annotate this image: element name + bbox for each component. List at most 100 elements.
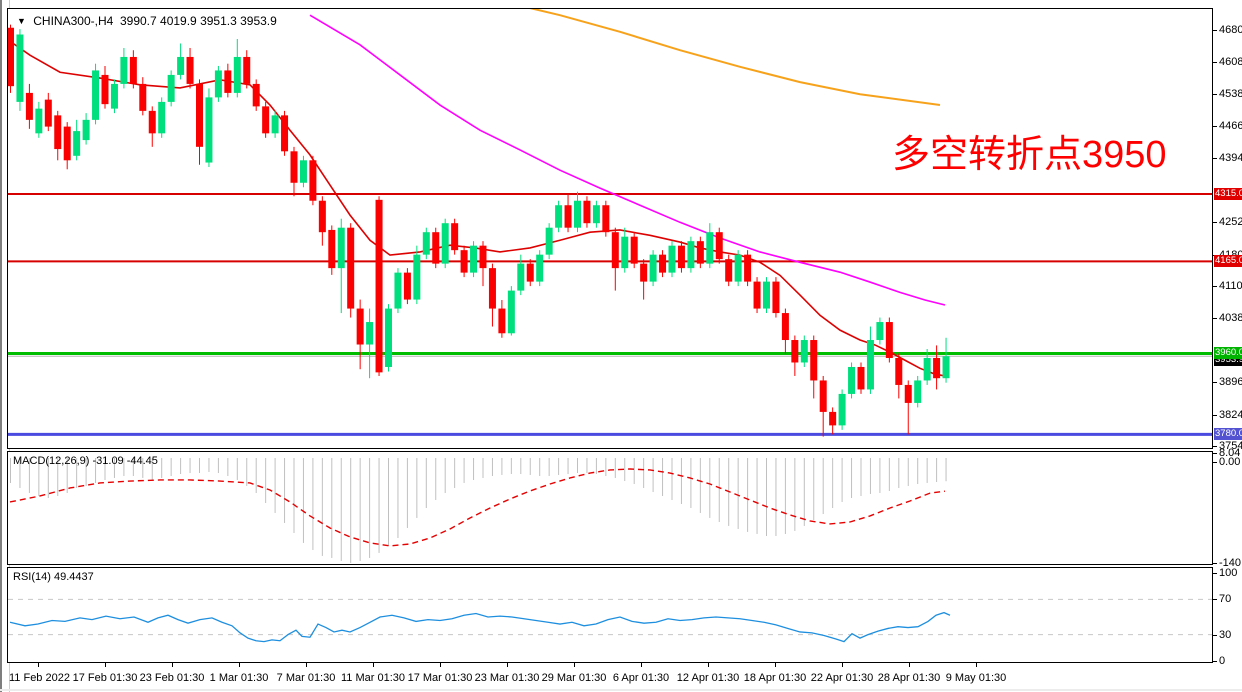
- candle-up: [35, 108, 43, 134]
- time-tick: [507, 663, 508, 667]
- price-tick-label: 4038.0: [1219, 312, 1242, 324]
- price-tick-label-tick: [1213, 318, 1217, 319]
- candle-down: [139, 83, 147, 111]
- main-chart-canvas[interactable]: [8, 9, 1212, 448]
- candle-up: [507, 290, 515, 334]
- time-tick: [976, 663, 977, 667]
- candle-up: [214, 70, 222, 98]
- candle-up: [205, 97, 213, 163]
- candle-up: [592, 205, 600, 224]
- time-label: 17 Mar 01:30: [407, 672, 473, 684]
- candle-up: [838, 393, 846, 426]
- rsi-canvas[interactable]: [8, 568, 1212, 662]
- rsi-level-label: 70: [1219, 593, 1232, 605]
- candle-up: [120, 56, 128, 84]
- candle-down: [564, 205, 572, 228]
- macd-zero-label: 0.00: [1219, 456, 1241, 468]
- price-tick-label: 4608.0: [1219, 56, 1242, 68]
- candle-up: [470, 245, 478, 273]
- candle-down: [224, 70, 232, 93]
- symbol-dropdown-icon[interactable]: ▼: [17, 16, 26, 26]
- candle-down: [101, 74, 109, 105]
- candle-up: [110, 83, 118, 109]
- candle-up: [441, 223, 449, 264]
- candle-down: [8, 27, 14, 87]
- candle-up: [763, 281, 770, 309]
- candle-down: [895, 357, 903, 385]
- symbol-header: ▼ CHINA300-,H4 3990.7 4019.9 3951.3 3953…: [17, 14, 277, 28]
- price-tick-label-tick: [1213, 382, 1217, 383]
- candle-up: [687, 241, 695, 269]
- candle-down: [432, 232, 440, 264]
- candle-up: [233, 56, 241, 93]
- candle-up: [385, 308, 392, 367]
- candle-down: [290, 151, 298, 183]
- candle-down: [375, 199, 383, 373]
- window-bottom-frame: [0, 689, 1242, 691]
- candle-up: [923, 357, 931, 381]
- time-label: 11 Feb 2022: [9, 672, 70, 684]
- candle-up: [866, 340, 874, 390]
- time-tick: [842, 663, 843, 667]
- candle-up: [299, 160, 307, 183]
- macd-max-label-tick: [1213, 453, 1217, 454]
- time-label: 22 Apr 01:30: [810, 672, 874, 684]
- candle-up: [92, 70, 100, 120]
- candle-up: [942, 356, 950, 379]
- price-tick-label-tick: [1213, 158, 1217, 159]
- price-tick-label-tick: [1213, 62, 1217, 63]
- macd-zero-label-tick: [1213, 462, 1217, 463]
- rsi-level-label: 100: [1219, 567, 1238, 579]
- candle-up: [706, 232, 714, 264]
- candle-down: [611, 232, 619, 269]
- candle-down: [262, 106, 270, 134]
- time-label: 6 Apr 01:30: [612, 672, 670, 684]
- ma-slow-magenta-line: [309, 14, 946, 306]
- candle-down: [602, 205, 610, 233]
- candle-down: [25, 92, 33, 120]
- macd-indicator-panel[interactable]: MACD(12,26,9) -31.09 -44.45: [7, 451, 1213, 565]
- price-tick-label: 3896.0: [1219, 376, 1242, 388]
- candle-down: [791, 340, 799, 363]
- candle-up: [555, 205, 563, 228]
- rsi-level-label-tick: [1213, 635, 1217, 636]
- candle-down: [526, 263, 534, 282]
- price-tick-label-tick: [1213, 30, 1217, 31]
- candle-down: [715, 232, 723, 260]
- candle-up: [413, 254, 421, 300]
- price-tick-label-tick: [1213, 222, 1217, 223]
- candle-up: [366, 322, 374, 345]
- macd-min-label: -140.44: [1219, 557, 1242, 569]
- time-tick: [574, 663, 575, 667]
- candle-down: [196, 83, 203, 147]
- rsi-current-value: 49.4437: [53, 571, 94, 583]
- candle-down: [328, 229, 336, 269]
- candle-up: [734, 254, 742, 282]
- candle-down: [819, 380, 827, 412]
- rsi-level-label-tick: [1213, 573, 1217, 574]
- candle-down: [498, 308, 506, 334]
- macd-max-label: 8.04: [1219, 447, 1241, 459]
- candle-up: [422, 232, 430, 255]
- time-label: 28 Apr 01:30: [877, 672, 941, 684]
- macd-canvas[interactable]: [8, 452, 1212, 564]
- time-tick: [373, 663, 374, 667]
- candle-up: [16, 34, 24, 102]
- candle-down: [781, 313, 789, 341]
- candle-down: [630, 236, 638, 264]
- candle-down: [857, 366, 865, 390]
- time-tick: [105, 663, 106, 667]
- chart-annotation-text[interactable]: 多空转折点3950: [892, 134, 1167, 176]
- candle-up: [337, 227, 345, 269]
- main-chart-panel[interactable]: ▼ CHINA300-,H4 3990.7 4019.9 3951.3 3953…: [7, 8, 1213, 449]
- candle-down: [744, 254, 752, 282]
- rsi-line: [9, 611, 951, 643]
- rsi-indicator-panel[interactable]: RSI(14) 49.4437: [7, 567, 1213, 663]
- time-label: 17 Feb 01:30: [72, 672, 138, 684]
- price-tick-label: 4538.0: [1219, 88, 1242, 100]
- candle-up: [271, 115, 279, 134]
- price-tick-label: 4394.0: [1219, 152, 1242, 164]
- rsi-level-label-tick: [1213, 661, 1217, 662]
- candle-down: [403, 272, 411, 300]
